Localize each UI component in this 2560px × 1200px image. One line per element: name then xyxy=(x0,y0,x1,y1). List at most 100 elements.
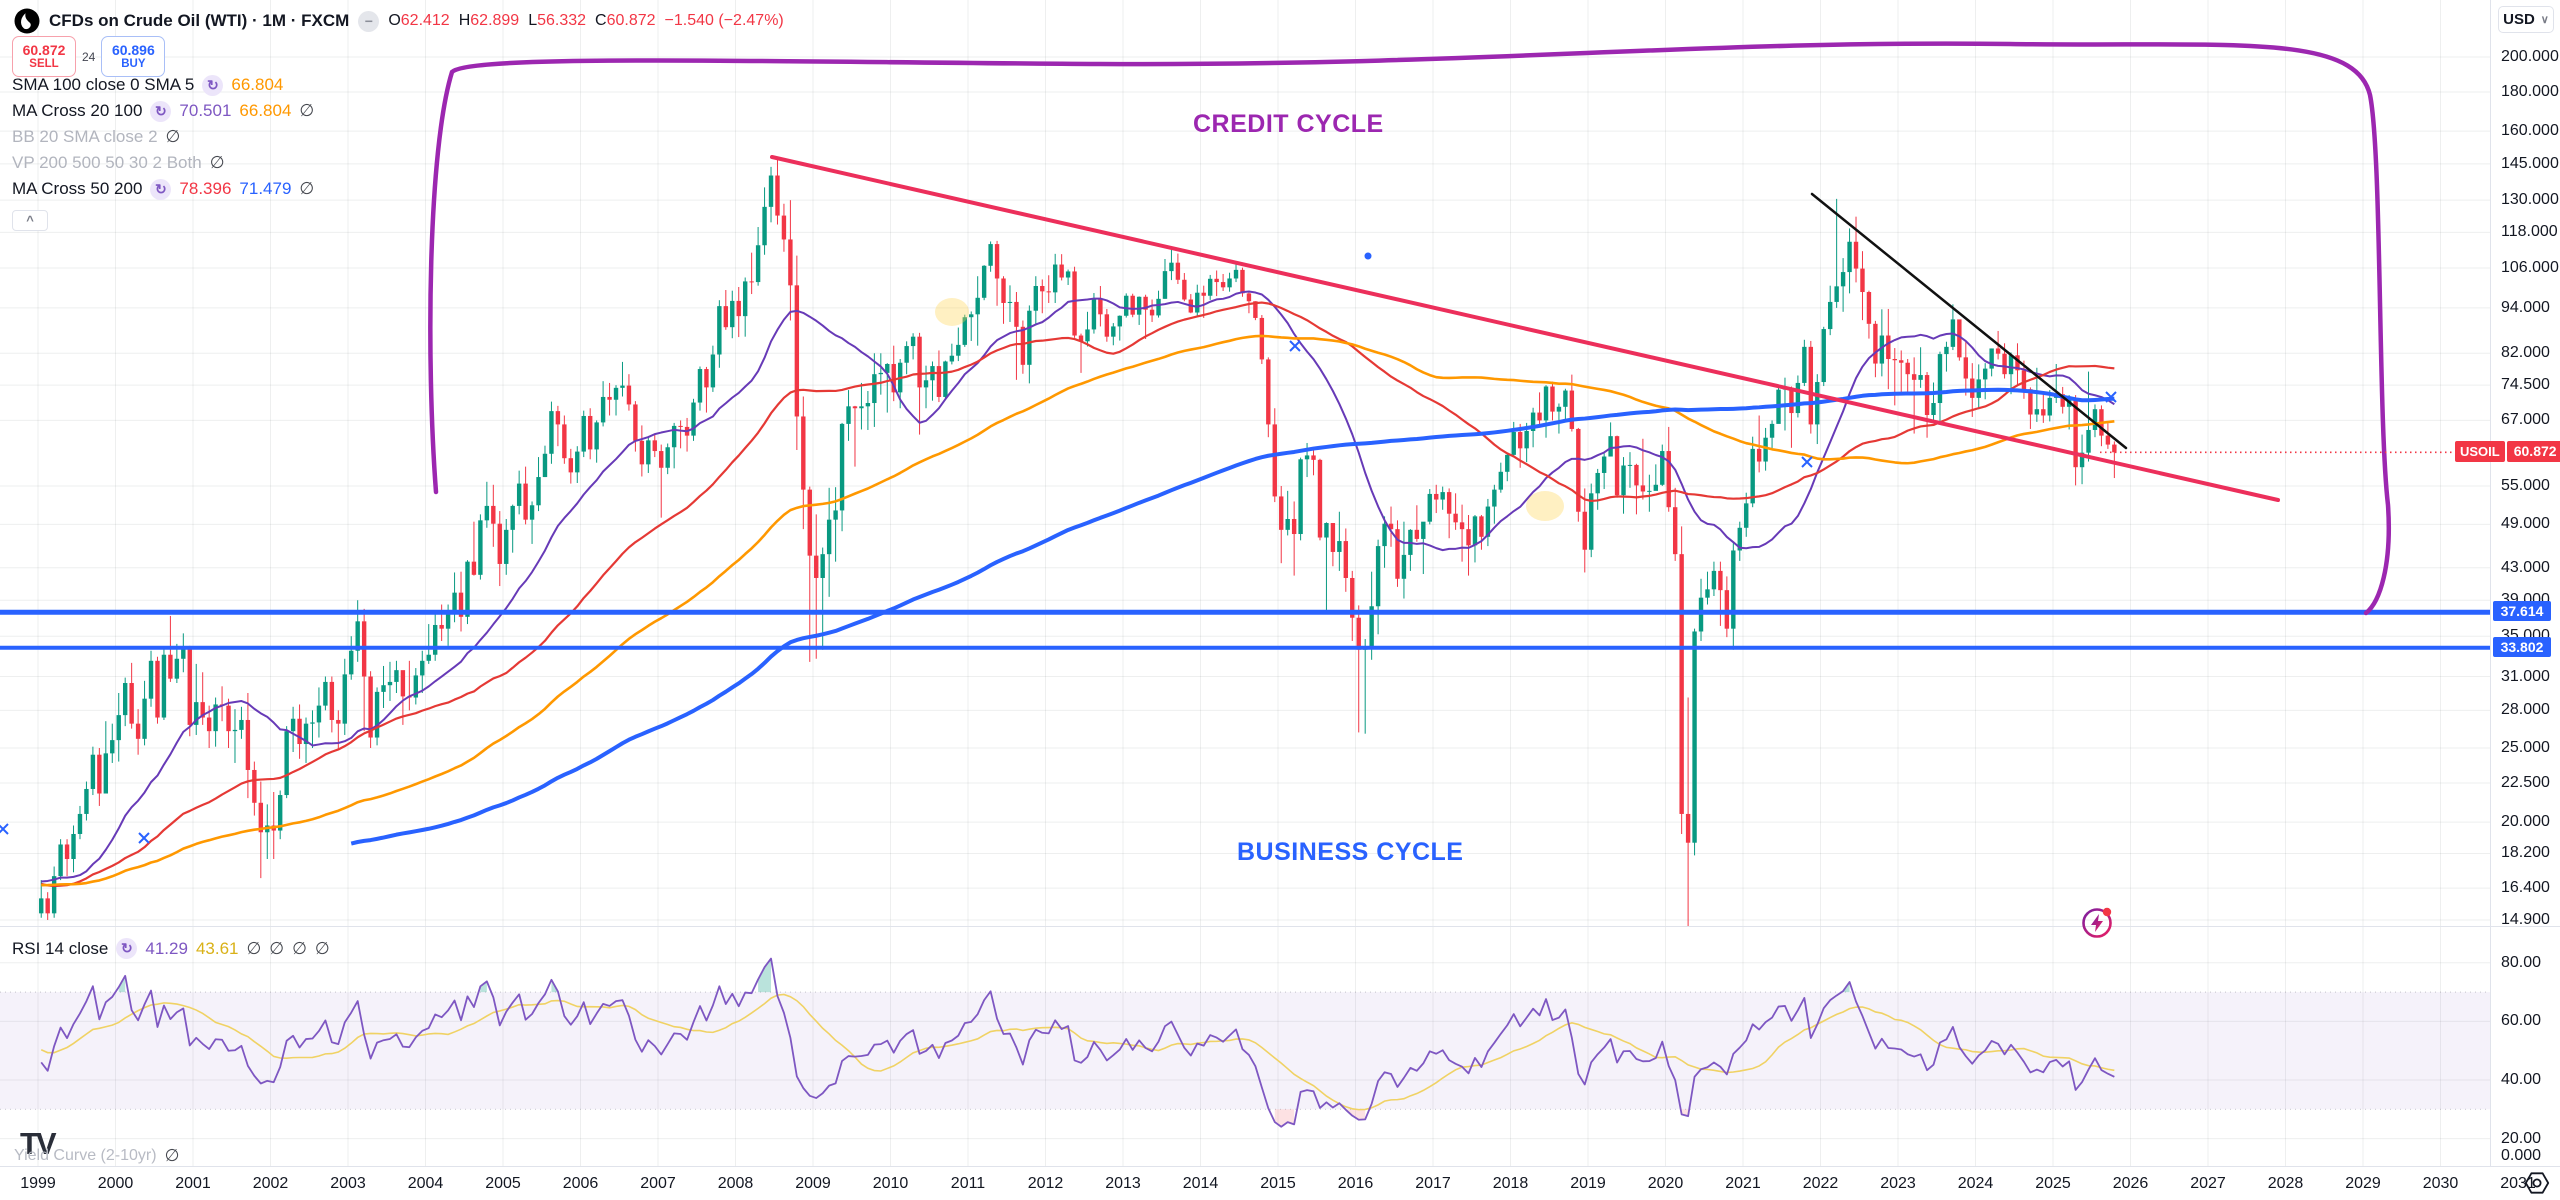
time-axis-year: 2027 xyxy=(2190,1175,2226,1192)
symbol-tag: USOIL xyxy=(2455,441,2505,463)
business-cycle-text[interactable]: BUSINESS CYCLE xyxy=(1237,838,1464,866)
rsi-legend[interactable]: RSI 14 close ↻ 41.29 43.61 ∅ ∅ ∅ ∅ xyxy=(12,938,330,959)
trade-panel: 60.872 SELL 24 60.896 BUY xyxy=(12,36,166,77)
price-axis-label: 18.200 xyxy=(2501,844,2550,862)
legend-title: MA Cross 20 100 xyxy=(12,101,143,120)
legend-ma-cross-50-200[interactable]: MA Cross 50 200 ↻ 78.396 71.479 ∅ xyxy=(12,176,314,202)
sync-icon[interactable]: ↻ xyxy=(150,100,172,122)
buy-button[interactable]: 60.896 BUY xyxy=(101,36,166,77)
sync-icon[interactable]: ↻ xyxy=(202,74,224,96)
sell-button[interactable]: 60.872 SELL xyxy=(12,36,76,77)
legend-title: VP 200 500 50 30 2 Both xyxy=(12,153,202,172)
current-price-pill: USOIL 60.872 xyxy=(2455,441,2560,463)
rsi-axis-label: 0.000 xyxy=(2501,1147,2542,1164)
price-axis-label: 82.000 xyxy=(2501,344,2550,362)
legend-value: 71.479 xyxy=(239,179,292,198)
last-price: 60.872 xyxy=(2506,441,2560,463)
price-axis-label: 160.000 xyxy=(2501,122,2559,140)
eye-off-icon[interactable]: ∅ xyxy=(299,101,315,120)
time-axis-year: 2004 xyxy=(407,1175,444,1192)
close-value: 60.872 xyxy=(606,12,656,29)
rsi-axis-label: 20.00 xyxy=(2501,1129,2542,1147)
time-axis-year: 2018 xyxy=(1492,1175,1529,1192)
time-axis-year: 2001 xyxy=(175,1175,211,1192)
sell-label: SELL xyxy=(29,57,59,70)
time-axis-year: 2005 xyxy=(485,1175,521,1192)
eye-off-icon[interactable]: ∅ xyxy=(246,938,262,958)
price-axis-label: 43.000 xyxy=(2501,558,2550,576)
time-axis-year: 2006 xyxy=(562,1175,599,1192)
tradingview-logo[interactable]: TV xyxy=(20,1126,57,1161)
price-axis-label: 49.000 xyxy=(2501,515,2550,533)
eye-off-icon[interactable]: ∅ xyxy=(165,127,181,146)
price-axis-label: 180.000 xyxy=(2501,83,2559,100)
time-axis-year: 2003 xyxy=(330,1175,366,1192)
yield-curve-legend[interactable]: Yield Curve (2-10yr) ∅ xyxy=(14,1146,179,1166)
symbol-title[interactable]: CFDs on Crude Oil (WTI) · 1M · FXCM xyxy=(49,11,350,30)
eye-off-icon[interactable]: ∅ xyxy=(314,938,330,958)
low-value: 56.332 xyxy=(537,12,587,29)
oil-symbol-logo-icon xyxy=(14,8,40,34)
price-axis-label: 22.500 xyxy=(2501,774,2550,791)
time-axis-year: 2014 xyxy=(1182,1175,1219,1192)
legend-title: RSI 14 close xyxy=(12,938,109,958)
high-label: H xyxy=(458,12,471,29)
legend-title: Yield Curve (2-10yr) xyxy=(14,1147,157,1164)
buy-price: 60.896 xyxy=(111,41,155,58)
currency-selector[interactable]: USD ∨ xyxy=(2498,6,2554,33)
time-axis-year: 2029 xyxy=(2345,1175,2381,1192)
time-axis-year: 2010 xyxy=(872,1175,909,1192)
low-label: L xyxy=(528,12,538,29)
time-axis-year: 2024 xyxy=(1957,1175,1994,1192)
time-axis-year: 2015 xyxy=(1260,1175,1296,1192)
price-axis-label: 14.900 xyxy=(2501,910,2550,928)
rsi-axis-label: 40.00 xyxy=(2501,1071,2542,1088)
price-axis-label: 31.000 xyxy=(2501,667,2550,685)
time-axis-year: 2013 xyxy=(1105,1175,1141,1192)
legend-value: 78.396 xyxy=(179,179,232,198)
price-axis[interactable]: USD ∨ 200.000 180.000 160.000 145.000 130.00… xyxy=(2490,0,2560,1166)
time-axis-year: 2031 xyxy=(2500,1175,2536,1192)
time-axis-year: 2021 xyxy=(1725,1175,1761,1192)
time-axis-year: 2000 xyxy=(97,1175,134,1192)
time-axis-year: 2012 xyxy=(1027,1175,1064,1192)
eye-off-icon[interactable]: ∅ xyxy=(164,1146,180,1165)
time-axis-year: 2020 xyxy=(1647,1175,1684,1192)
legend-value: 66.804 xyxy=(231,75,284,94)
gear-icon[interactable] xyxy=(2524,1170,2550,1200)
open-label: O xyxy=(388,12,401,29)
legend-value: 66.804 xyxy=(239,101,292,120)
legend-title: SMA 100 close 0 SMA 5 xyxy=(12,75,195,94)
legend-bb[interactable]: BB 20 SMA close 2 ∅ xyxy=(12,124,314,150)
price-axis-label: 94.000 xyxy=(2501,298,2550,316)
legend-vp[interactable]: VP 200 500 50 30 2 Both ∅ xyxy=(12,150,314,176)
indicator-legends: SMA 100 close 0 SMA 5 ↻ 66.804 MA Cross … xyxy=(12,72,314,231)
legend-ma-cross-20-100[interactable]: MA Cross 20 100 ↻ 70.501 66.804 ∅ xyxy=(12,98,314,124)
boost-flash-icon[interactable] xyxy=(2078,904,2116,947)
legend-sma100[interactable]: SMA 100 close 0 SMA 5 ↻ 66.804 xyxy=(12,72,314,98)
symbol-header: CFDs on Crude Oil (WTI) · 1M · FXCM − O 6… xyxy=(14,8,784,34)
time-axis-year: 2009 xyxy=(795,1175,831,1192)
time-axis-year: 2016 xyxy=(1337,1175,1374,1192)
credit-cycle-text[interactable]: CREDIT CYCLE xyxy=(1193,110,1384,138)
rsi-axis-label: 80.00 xyxy=(2501,953,2542,971)
caret-down-icon: ∨ xyxy=(2540,14,2549,26)
eye-off-icon[interactable]: ∅ xyxy=(299,179,315,198)
sync-icon[interactable]: ↻ xyxy=(150,178,172,200)
sell-price: 60.872 xyxy=(22,41,66,58)
time-axis[interactable]: 1999 2000 2001 2002 2003 2004 2005 2006 2007 2008… xyxy=(0,1166,2560,1200)
eye-off-icon[interactable]: ∅ xyxy=(292,938,307,958)
time-axis-year: 1999 xyxy=(20,1175,56,1192)
eye-off-icon[interactable]: ∅ xyxy=(269,938,285,958)
time-axis-year: 2019 xyxy=(1570,1175,1606,1192)
collapse-legends-button[interactable]: ^ xyxy=(12,210,48,231)
price-axis-label: 74.500 xyxy=(2501,376,2550,394)
legend-title: MA Cross 50 200 xyxy=(12,179,143,198)
time-axis-year: 2025 xyxy=(2035,1175,2071,1192)
sync-icon[interactable]: ↻ xyxy=(116,938,138,959)
eye-off-icon[interactable]: ∅ xyxy=(209,153,225,172)
level-price-pill: 37.614 xyxy=(2493,601,2551,622)
hide-indicator-icon[interactable]: − xyxy=(358,10,380,32)
